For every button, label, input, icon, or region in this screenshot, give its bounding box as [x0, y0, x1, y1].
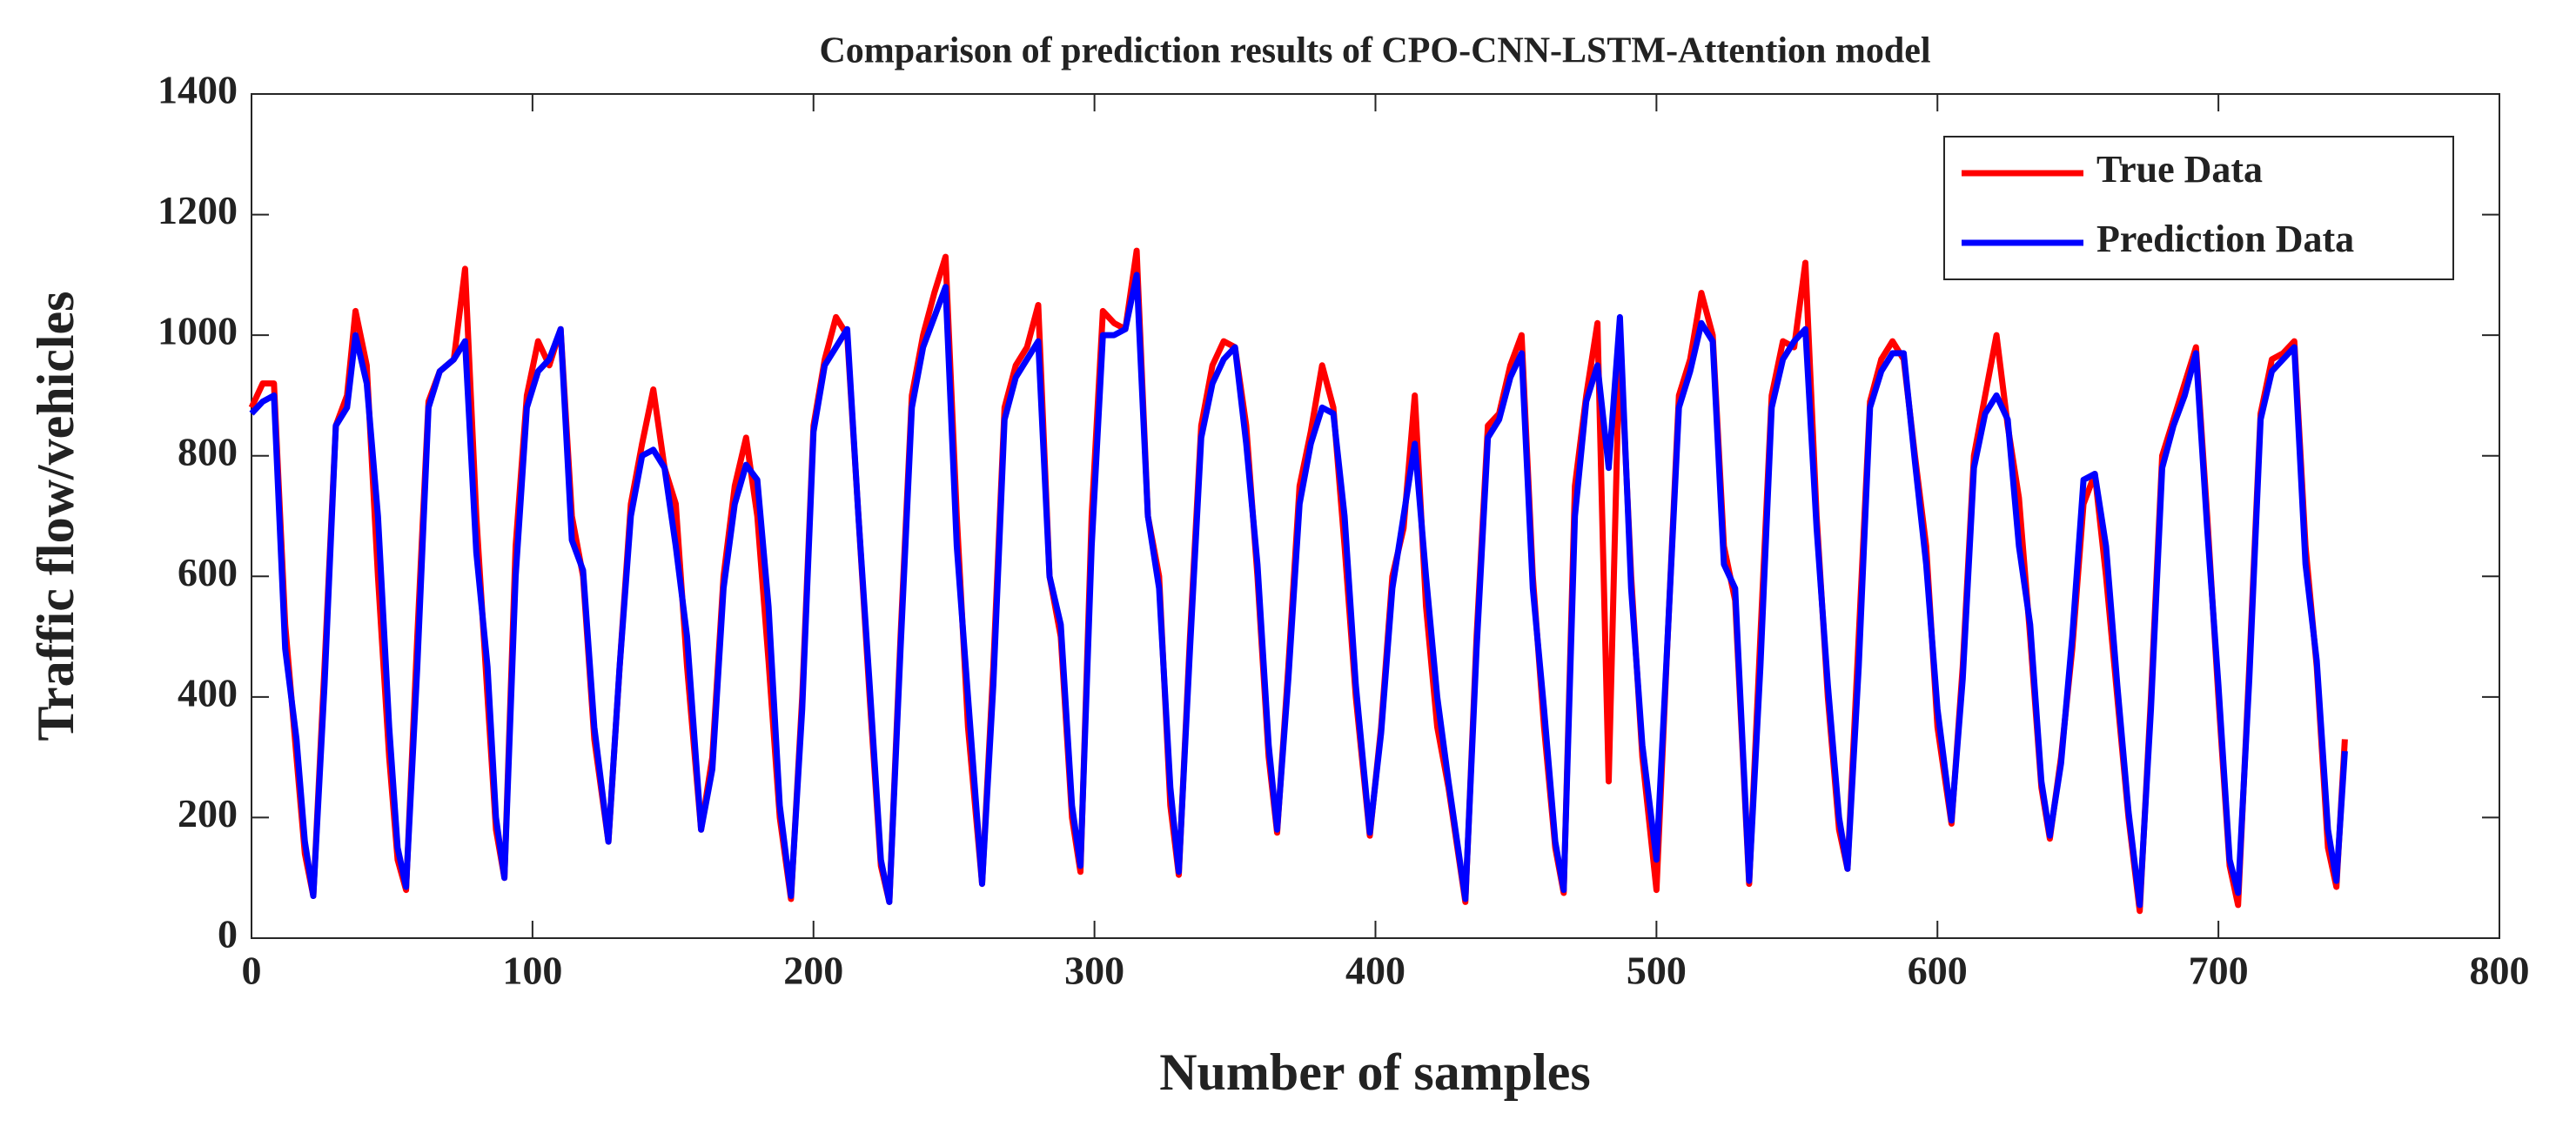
x-tick-label: 700	[2189, 949, 2249, 993]
x-tick-label: 100	[502, 949, 562, 993]
x-tick-label: 0	[242, 949, 262, 993]
y-tick-label: 600	[178, 550, 238, 594]
x-tick-label: 300	[1064, 949, 1124, 993]
y-tick-label: 1000	[158, 309, 238, 353]
legend-label: Prediction Data	[2096, 218, 2354, 260]
chart-title: Comparison of prediction results of CPO-…	[819, 31, 1930, 71]
x-axis-label: Number of samples	[1159, 1043, 1591, 1101]
y-tick-label: 800	[178, 429, 238, 473]
legend-box	[1943, 136, 2454, 280]
x-tick-label: 400	[1345, 949, 1405, 993]
legend-label: True Data	[2096, 148, 2263, 191]
series-line	[249, 272, 2348, 909]
x-tick-label: 600	[1908, 949, 1968, 993]
x-tick-label: 500	[1627, 949, 1687, 993]
x-tick-label: 200	[783, 949, 843, 993]
y-axis-label: Traffic flow/vehicles	[27, 291, 84, 741]
y-tick-label: 0	[218, 912, 238, 956]
y-tick-label: 200	[178, 791, 238, 835]
x-tick-label: 800	[2470, 949, 2530, 993]
y-tick-label: 1200	[158, 188, 238, 232]
y-tick-label: 400	[178, 670, 238, 714]
y-tick-label: 1400	[158, 68, 238, 112]
